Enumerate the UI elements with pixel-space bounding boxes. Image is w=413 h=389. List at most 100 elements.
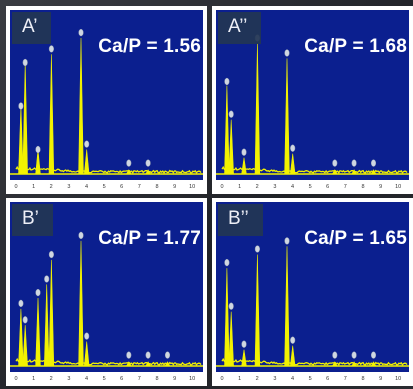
eds-spectrum-a-double-prime: 0 1 2 3 4 5 6 7 8 9 10	[216, 10, 409, 190]
x-tick-label: 3	[67, 376, 70, 382]
spectrum-peak	[125, 361, 132, 367]
element-marker	[78, 28, 84, 37]
element-marker	[351, 159, 357, 167]
spectrum-peak	[370, 361, 377, 367]
spectrum-peak	[145, 169, 152, 175]
spectrum-peak	[254, 254, 261, 367]
x-tick-label: 2	[256, 376, 259, 382]
element-marker	[35, 288, 41, 297]
panel-label: B’	[12, 204, 53, 236]
element-marker	[145, 351, 151, 359]
element-marker	[254, 245, 260, 253]
element-marker	[164, 351, 171, 359]
spectrum-peak	[48, 259, 55, 367]
x-tick-label: 9	[379, 184, 382, 190]
element-marker	[35, 145, 41, 154]
spectrum-peak	[351, 361, 358, 367]
x-tick-label: 6	[120, 376, 123, 382]
spectrum-baseline	[221, 357, 408, 366]
x-tick-label: 0	[14, 184, 17, 190]
spectrum-peak	[83, 341, 90, 367]
x-tick-label: 5	[309, 376, 312, 382]
x-tick-label: 6	[326, 184, 329, 190]
spectrum-peak	[164, 361, 171, 367]
x-tick-label: 3	[273, 376, 276, 382]
x-tick-label: 2	[50, 184, 53, 190]
element-marker	[145, 159, 151, 167]
element-marker	[22, 58, 28, 67]
spectrum-peak	[241, 157, 247, 175]
spectrum-peak	[83, 149, 90, 175]
element-marker	[290, 144, 296, 152]
spectrum-peak	[241, 349, 247, 367]
spectrum-peak	[224, 268, 230, 367]
panel-label: B’’	[218, 204, 263, 236]
spectrum-peak	[289, 153, 296, 175]
eds-panel-a-double-prime: 0 1 2 3 4 5 6 7 8 9 10 A’’ Ca/P = 1.68	[212, 6, 413, 194]
x-tick-label: 8	[155, 184, 158, 190]
element-marker	[18, 102, 24, 110]
spectrum-peak	[228, 119, 234, 175]
spectrum-peak	[78, 37, 84, 175]
element-marker	[228, 110, 234, 118]
element-marker	[224, 258, 230, 267]
spectrum-peak	[22, 62, 28, 175]
element-marker	[332, 351, 338, 359]
spectrum-peak	[35, 149, 41, 175]
spectrum-peak	[43, 284, 50, 367]
spectrum-peak	[254, 43, 261, 175]
x-tick-label: 1	[238, 184, 241, 190]
x-tick-label: 7	[344, 184, 347, 190]
x-tick-label: 9	[173, 184, 176, 190]
element-marker	[78, 231, 84, 240]
spectrum-peak	[78, 240, 84, 367]
spectrum-peak	[331, 169, 338, 175]
spectrum-peak	[48, 54, 55, 175]
element-marker	[228, 302, 234, 310]
x-tick-label: 10	[395, 184, 401, 190]
x-tick-label: 7	[138, 376, 141, 382]
element-marker	[284, 237, 290, 245]
element-marker	[370, 351, 377, 359]
spectrum-peak	[125, 169, 132, 175]
x-tick-label: 2	[256, 184, 259, 190]
x-tick-label: 10	[189, 376, 195, 382]
eds-panel-b-prime: 0 1 2 3 4 5 6 7 8 9 10 B’ Ca/P = 1.77	[6, 198, 207, 386]
x-tick-label: 8	[361, 184, 364, 190]
x-tick-label: 6	[120, 184, 123, 190]
x-tick-label: 1	[32, 376, 35, 382]
element-marker	[84, 140, 90, 148]
element-marker	[48, 250, 54, 259]
spectrum-peak	[35, 297, 41, 367]
x-tick-label: 9	[173, 376, 176, 382]
spectrum-peak	[370, 169, 377, 175]
element-marker	[18, 299, 24, 308]
eds-panel-b-double-prime: 0 1 2 3 4 5 6 7 8 9 10 B’’ Ca/P = 1.65	[212, 198, 413, 386]
spectrum-peak	[284, 246, 290, 367]
spectrum-peak	[289, 345, 296, 367]
x-tick-label: 8	[155, 376, 158, 382]
ca-p-ratio: Ca/P = 1.56	[98, 36, 201, 57]
x-tick-label: 1	[32, 184, 35, 190]
x-tick-label: 10	[395, 376, 401, 382]
x-tick-label: 0	[220, 376, 223, 382]
element-marker	[22, 316, 28, 324]
x-tick-label: 4	[291, 184, 294, 190]
element-marker	[224, 77, 230, 86]
spectrum-peak	[351, 169, 358, 175]
spectrum-peak	[284, 58, 290, 175]
x-tick-label: 4	[85, 376, 88, 382]
x-tick-label: 0	[220, 184, 223, 190]
x-tick-label: 0	[14, 376, 17, 382]
spectrum-peak	[228, 311, 234, 367]
x-tick-label: 5	[103, 376, 106, 382]
panel-label: A’	[12, 12, 52, 44]
eds-panel-a-prime: 0 1 2 3 4 5 6 7 8 9 10 A’ Ca/P = 1.56	[6, 6, 207, 194]
element-marker	[126, 351, 132, 359]
eds-spectrum-b-prime: 0 1 2 3 4 5 6 7 8 9 10	[10, 202, 203, 382]
spectrum-peak	[22, 325, 28, 367]
element-marker	[290, 336, 296, 344]
x-tick-label: 5	[103, 184, 106, 190]
element-marker	[332, 159, 338, 167]
element-marker	[284, 49, 290, 57]
